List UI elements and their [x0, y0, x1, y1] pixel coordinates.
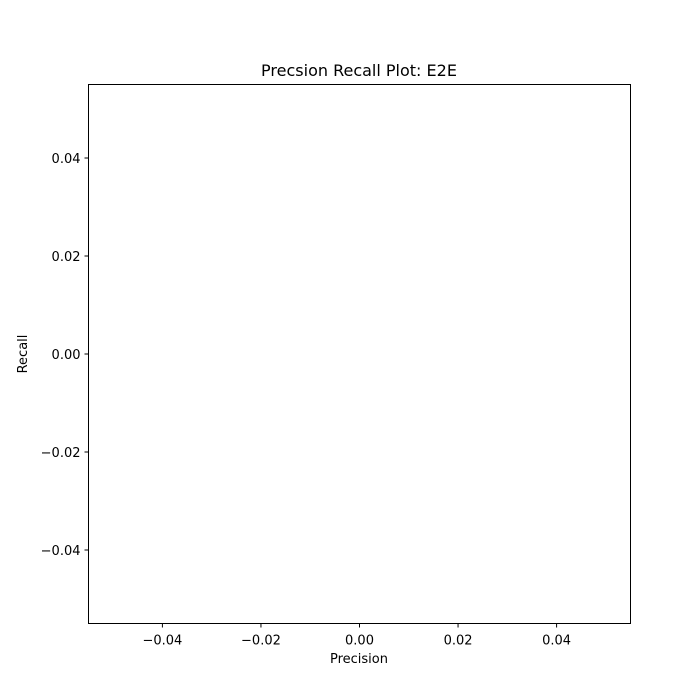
x-tick-label: −0.02 — [241, 634, 281, 649]
y-tick-label: 0.02 — [52, 250, 81, 265]
y-tick-label: −0.04 — [41, 544, 81, 559]
plot-area — [88, 84, 631, 624]
y-tick-label: 0.04 — [52, 152, 81, 167]
y-axis-label: Recall — [16, 335, 31, 374]
chart-title: Precsion Recall Plot: E2E — [261, 61, 457, 80]
x-tick-label: −0.04 — [142, 634, 182, 649]
x-tick-label: 0.00 — [345, 634, 374, 649]
y-tick-label: −0.02 — [41, 446, 81, 461]
x-tick-label: 0.02 — [444, 634, 473, 649]
x-axis-ticks: −0.04 −0.02 0.00 0.02 0.04 — [142, 623, 571, 649]
x-axis-label: Precision — [330, 652, 388, 667]
x-tick-label: 0.04 — [542, 634, 571, 649]
y-tick-label: 0.00 — [52, 348, 81, 363]
y-axis-ticks: −0.04 −0.02 0.00 0.02 0.04 — [41, 152, 89, 559]
